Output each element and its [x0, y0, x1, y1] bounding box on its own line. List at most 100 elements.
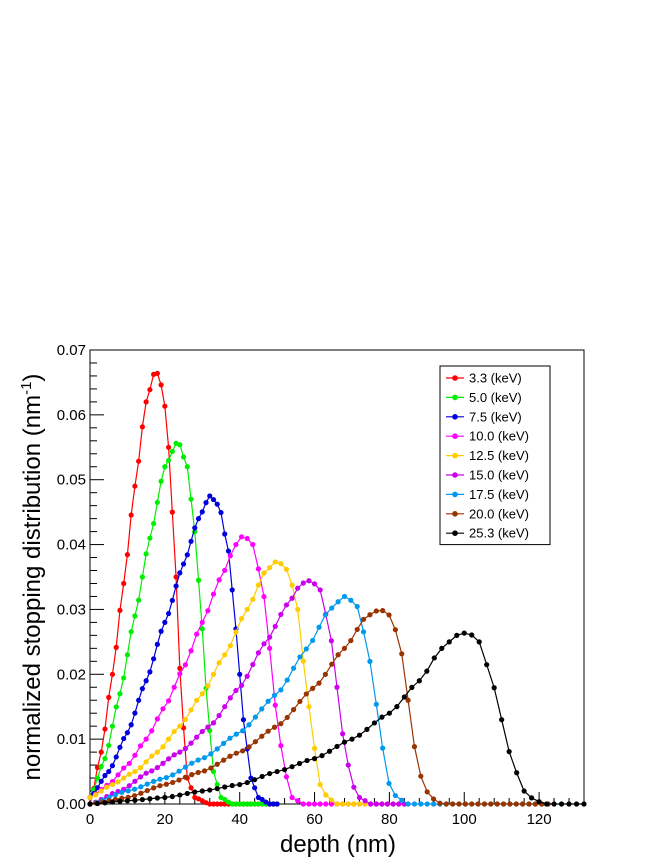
data-point — [182, 764, 189, 770]
data-point — [194, 734, 200, 740]
data-point — [316, 680, 322, 686]
data-point — [334, 743, 340, 750]
data-point — [424, 789, 430, 795]
data-point — [310, 685, 316, 691]
data-point — [98, 749, 104, 755]
data-point — [162, 403, 168, 409]
data-point — [149, 728, 155, 734]
data-point — [151, 785, 157, 791]
data-point — [316, 624, 322, 630]
data-point — [371, 720, 378, 726]
data-point — [351, 784, 357, 790]
data-point — [177, 665, 183, 671]
data-point — [143, 770, 149, 776]
data-point — [267, 634, 273, 640]
data-point — [106, 768, 112, 775]
data-point — [255, 582, 262, 588]
data-point — [221, 740, 227, 746]
data-point — [195, 757, 201, 763]
data-point — [199, 626, 205, 632]
data-point — [151, 656, 157, 662]
data-point — [157, 776, 163, 782]
data-point — [216, 712, 222, 719]
data-point — [322, 671, 328, 677]
data-point — [147, 669, 153, 675]
data-point — [246, 722, 252, 728]
x-tick-label: 0 — [86, 811, 94, 828]
data-point — [430, 796, 437, 802]
data-point — [481, 801, 488, 807]
data-point — [329, 605, 335, 611]
data-point — [573, 801, 580, 807]
data-point — [117, 691, 123, 697]
data-point — [199, 509, 205, 515]
data-point — [149, 753, 155, 759]
legend-label: 12.5 (keV) — [469, 448, 529, 463]
data-point — [229, 782, 235, 789]
data-point — [121, 675, 127, 681]
data-point — [238, 534, 245, 540]
data-point — [165, 756, 172, 762]
legend-marker — [452, 414, 458, 420]
data-point — [117, 798, 123, 804]
data-point — [180, 454, 187, 460]
data-point — [94, 775, 101, 781]
data-point — [162, 619, 168, 626]
data-point — [132, 752, 138, 758]
data-point — [244, 535, 250, 542]
data-point — [165, 698, 172, 704]
data-point — [252, 714, 259, 720]
data-point — [162, 464, 168, 470]
data-point — [532, 801, 538, 807]
data-point — [171, 752, 177, 758]
data-point — [194, 697, 200, 703]
data-point — [163, 781, 169, 787]
data-point — [250, 596, 256, 602]
data-point — [165, 444, 172, 450]
y-tick-label: 0.05 — [57, 472, 86, 489]
data-point — [379, 801, 385, 807]
data-point — [244, 801, 250, 807]
data-point — [439, 645, 445, 651]
data-point — [348, 597, 354, 603]
data-point — [117, 744, 123, 750]
data-point — [348, 637, 354, 644]
x-axis-title: depth (nm) — [280, 831, 396, 858]
legend-marker — [452, 433, 458, 440]
data-point — [109, 671, 116, 677]
data-point — [240, 801, 247, 807]
data-point — [222, 796, 228, 803]
data-point — [416, 678, 422, 684]
data-point — [311, 801, 318, 807]
data-point — [354, 626, 360, 633]
data-point — [188, 496, 194, 502]
y-axis-title-main: normalized stopping distribution (nm — [19, 395, 46, 781]
data-point — [207, 787, 213, 793]
data-point — [132, 483, 138, 489]
data-point — [380, 608, 386, 614]
data-point — [240, 748, 246, 754]
data-point — [360, 629, 367, 635]
data-point — [405, 697, 411, 703]
data-point — [386, 710, 392, 716]
data-point — [248, 801, 254, 807]
data-point — [147, 387, 153, 393]
legend-marker — [452, 472, 458, 478]
data-point — [154, 795, 160, 801]
data-point — [329, 661, 335, 667]
data-point — [431, 655, 437, 661]
data-point — [319, 753, 325, 759]
data-point — [274, 768, 280, 775]
series-4 — [87, 559, 407, 807]
data-point — [443, 801, 449, 807]
data-point — [267, 565, 273, 571]
data-point — [283, 774, 290, 780]
data-point — [373, 608, 379, 614]
data-point — [450, 801, 456, 807]
data-point — [271, 724, 278, 730]
data-point — [283, 602, 290, 608]
data-point — [227, 643, 233, 649]
data-point — [356, 801, 363, 807]
data-point — [210, 671, 217, 677]
